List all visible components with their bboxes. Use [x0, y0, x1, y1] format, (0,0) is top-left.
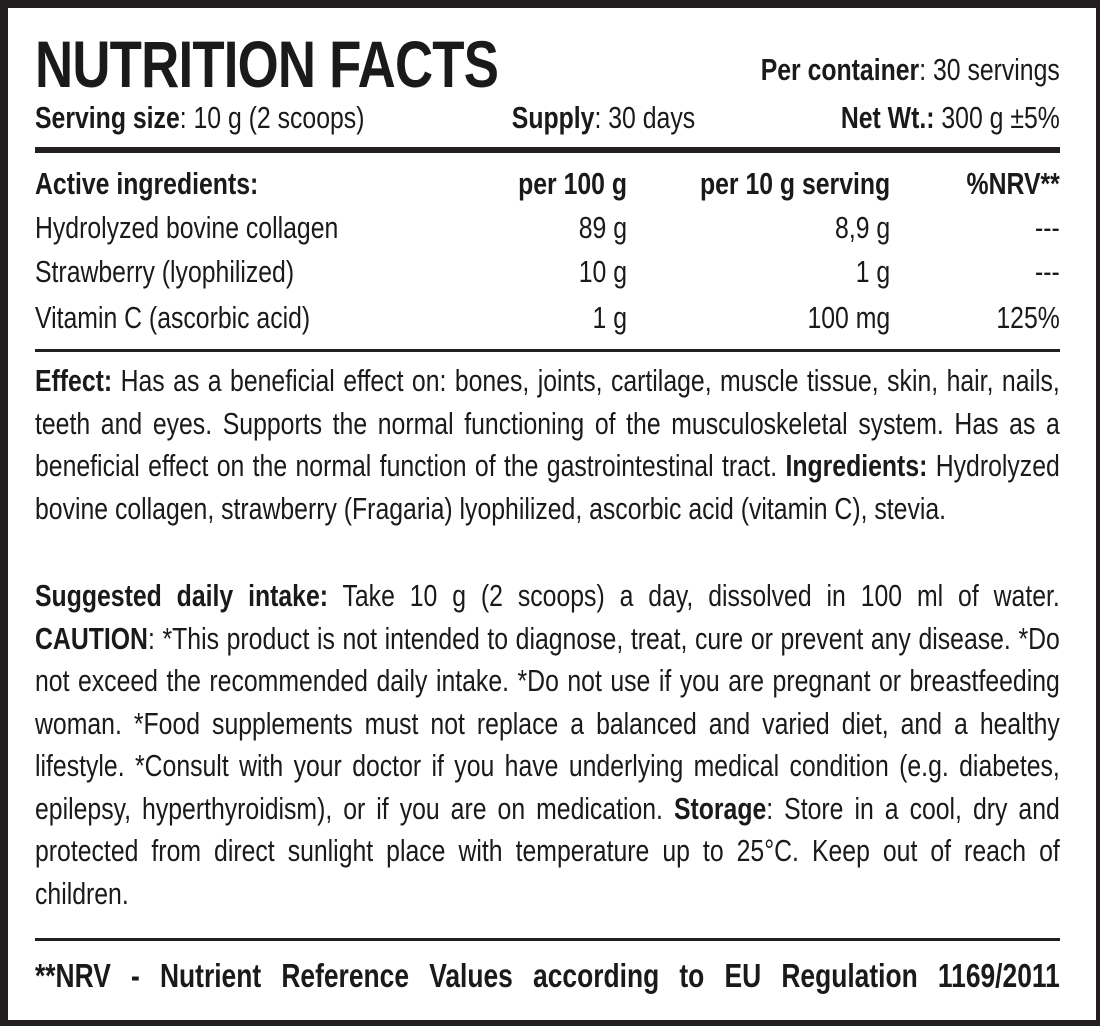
- cell-per-serving: 100 mg: [807, 300, 891, 335]
- header-per-serving: per 10 g serving: [699, 166, 891, 201]
- cell-per-serving: 8,9 g: [835, 210, 891, 245]
- cell-ingredient: Strawberry (lyophilized): [35, 254, 295, 289]
- footnote-divider: [35, 938, 1060, 941]
- cell-ingredient: Vitamin C (ascorbic acid): [35, 300, 311, 335]
- intake-paragraph: Suggested daily intake: Take 10 g (2 sco…: [35, 578, 1060, 911]
- per-container: Per container: 30 servings: [760, 52, 1060, 87]
- header-divider: [35, 147, 1060, 153]
- cell-per-100g: 10 g: [578, 254, 627, 289]
- net-weight: Net Wt.: 300 g ±5%: [840, 100, 1060, 135]
- effect-paragraph: Effect: Has as a beneficial effect on: b…: [35, 363, 1060, 526]
- cell-nrv: 125%: [996, 300, 1060, 335]
- cell-nrv: ---: [1035, 210, 1060, 245]
- cell-ingredient: Hydrolyzed bovine collagen: [35, 210, 339, 245]
- header-nrv: %NRV**: [966, 166, 1060, 201]
- nrv-footnote: **NRV - Nutrient Reference Values accord…: [35, 957, 1060, 994]
- serving-size: Serving size: 10 g (2 scoops): [35, 100, 365, 135]
- cell-per-serving: 1 g: [855, 254, 891, 289]
- cell-nrv: ---: [1035, 254, 1060, 289]
- page-title: NUTRITION FACTS: [35, 27, 499, 101]
- header-ingredients: Active ingredients:: [35, 166, 259, 201]
- table-divider: [35, 349, 1060, 352]
- supply: Supply: 30 days: [511, 100, 696, 135]
- header-per-100g: per 100 g: [518, 166, 627, 201]
- cell-per-100g: 89 g: [578, 210, 627, 245]
- cell-per-100g: 1 g: [592, 300, 627, 335]
